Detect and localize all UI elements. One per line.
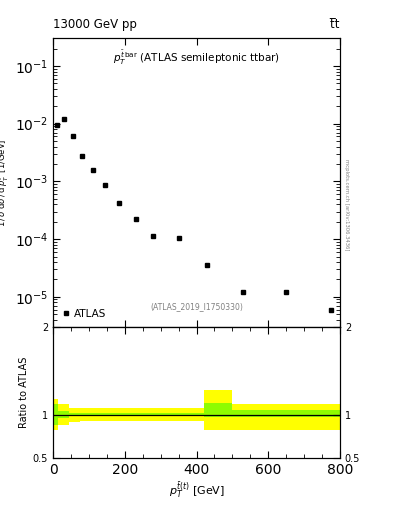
Legend: ATLAS: ATLAS bbox=[58, 306, 109, 322]
Text: $p_T^{\bar{t}\,\mathrm{bar}}$ (ATLAS semileptonic ttbar): $p_T^{\bar{t}\,\mathrm{bar}}$ (ATLAS sem… bbox=[113, 49, 280, 67]
Y-axis label: $1\,/\,\sigma\;\mathrm{d}\sigma\,/\,\mathrm{d}\,p_T^{\bar{t}}\;\;[1/\mathrm{GeV}: $1\,/\,\sigma\;\mathrm{d}\sigma\,/\,\mat… bbox=[0, 139, 11, 227]
Text: 13000 GeV pp: 13000 GeV pp bbox=[53, 18, 137, 31]
Text: (ATLAS_2019_I1750330): (ATLAS_2019_I1750330) bbox=[150, 302, 243, 311]
X-axis label: $p_T^{\bar{t}(t)}\;[\mathrm{GeV}]$: $p_T^{\bar{t}(t)}\;[\mathrm{GeV}]$ bbox=[169, 480, 224, 500]
Text: t̅t: t̅t bbox=[331, 18, 340, 31]
Y-axis label: Ratio to ATLAS: Ratio to ATLAS bbox=[18, 357, 29, 429]
Text: mcplots.cern.ch [arXiv:1306.3436]: mcplots.cern.ch [arXiv:1306.3436] bbox=[344, 159, 349, 250]
